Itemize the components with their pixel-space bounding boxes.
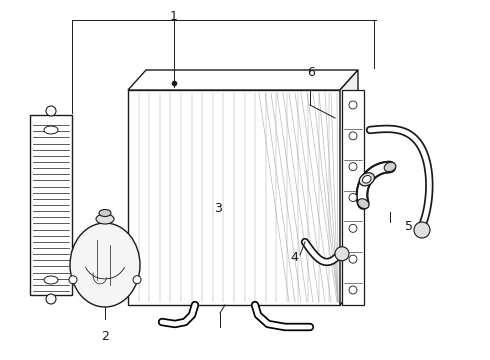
Ellipse shape bbox=[359, 173, 374, 186]
Circle shape bbox=[335, 247, 349, 261]
Ellipse shape bbox=[70, 223, 140, 307]
Bar bbox=[30, 115, 72, 295]
Circle shape bbox=[133, 276, 141, 284]
Text: 1: 1 bbox=[170, 10, 178, 23]
Ellipse shape bbox=[363, 176, 371, 183]
Circle shape bbox=[414, 222, 430, 238]
Circle shape bbox=[46, 106, 56, 116]
Ellipse shape bbox=[44, 126, 58, 134]
Circle shape bbox=[349, 132, 357, 140]
Ellipse shape bbox=[99, 210, 111, 216]
Text: 4: 4 bbox=[290, 251, 298, 264]
Bar bbox=[342, 90, 364, 305]
Polygon shape bbox=[128, 70, 358, 90]
Circle shape bbox=[349, 163, 357, 171]
Circle shape bbox=[349, 194, 357, 202]
Text: 3: 3 bbox=[214, 202, 222, 215]
Polygon shape bbox=[340, 70, 358, 305]
Circle shape bbox=[349, 224, 357, 232]
Text: 5: 5 bbox=[405, 220, 413, 233]
Circle shape bbox=[69, 276, 77, 284]
Bar bbox=[128, 90, 340, 305]
Circle shape bbox=[46, 294, 56, 304]
Text: 2: 2 bbox=[101, 330, 109, 343]
Circle shape bbox=[349, 101, 357, 109]
Circle shape bbox=[349, 255, 357, 263]
Circle shape bbox=[349, 286, 357, 294]
Ellipse shape bbox=[44, 276, 58, 284]
Ellipse shape bbox=[96, 214, 114, 224]
Text: 6: 6 bbox=[307, 66, 315, 78]
Ellipse shape bbox=[358, 199, 369, 208]
Ellipse shape bbox=[384, 162, 396, 172]
